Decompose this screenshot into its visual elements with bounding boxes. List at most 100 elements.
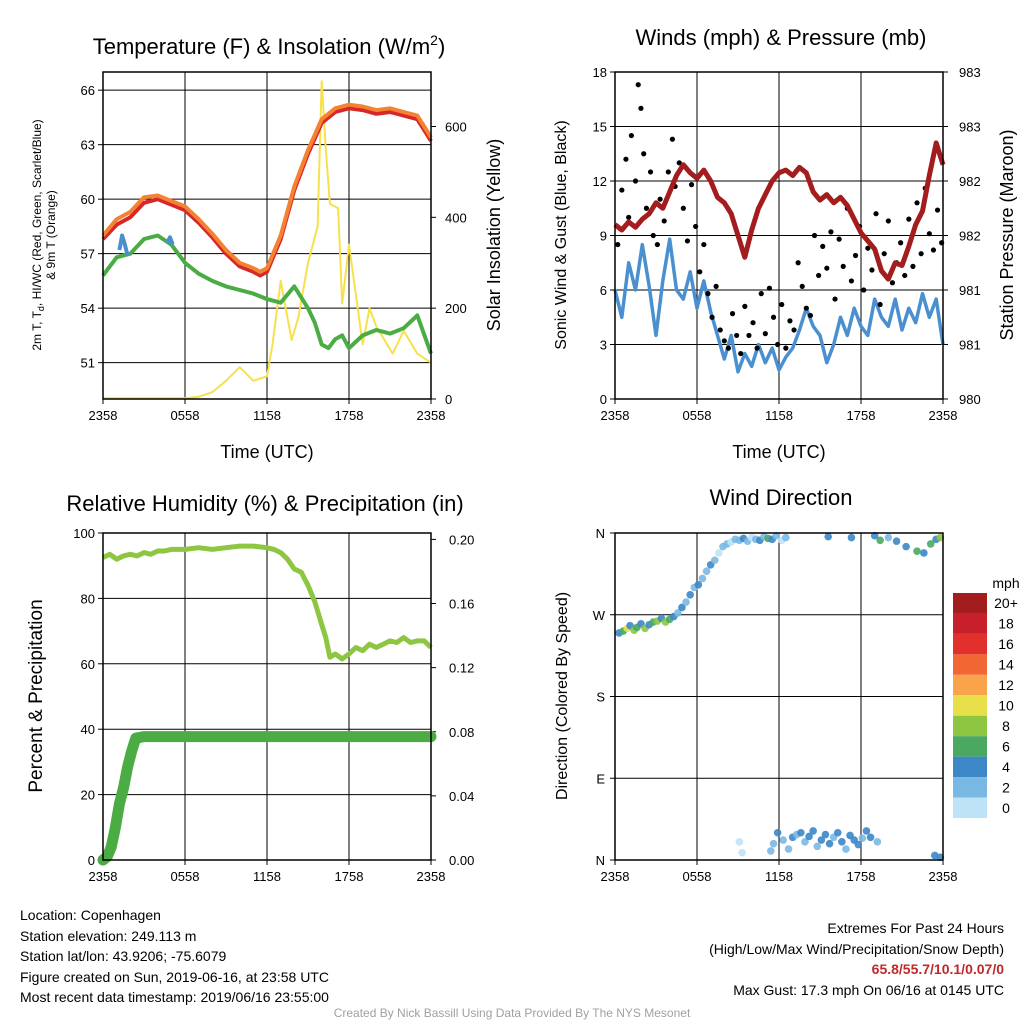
gust-point xyxy=(766,285,773,291)
humidity-panel: Relative Humidity (%) & Precipitation (i… xyxy=(26,491,474,884)
x-tick-label: 1158 xyxy=(253,408,281,423)
x-tick-label: 1758 xyxy=(847,869,876,884)
x-tick-label: 2358 xyxy=(601,408,630,423)
direction-point xyxy=(767,847,775,855)
direction-point xyxy=(866,833,875,842)
legend-label: 20+ xyxy=(994,595,1018,611)
gust-point xyxy=(657,196,663,202)
insolation-ylabel: Solar Insolation (Yellow) xyxy=(484,139,504,331)
plot-frame xyxy=(614,71,944,400)
direction-point xyxy=(694,580,703,589)
legend-label: 10 xyxy=(998,698,1014,714)
gust-point xyxy=(820,243,826,249)
y-tick-label: 57 xyxy=(81,247,95,262)
direction-point xyxy=(813,842,822,851)
gust-point xyxy=(902,272,908,279)
gust-point xyxy=(746,332,752,339)
gust-point xyxy=(676,160,682,166)
gust-point xyxy=(721,338,727,344)
y-tick-label: 3 xyxy=(600,338,607,353)
y-tick-label: 100 xyxy=(73,526,95,541)
legend-label: 12 xyxy=(998,677,1014,693)
temperature-series-4 xyxy=(117,233,130,256)
y2-tick-label: 0.08 xyxy=(449,725,474,740)
legend-swatch xyxy=(953,777,987,798)
direction-point xyxy=(824,532,832,541)
y-tick-label: 80 xyxy=(81,591,95,606)
legend-label: 0 xyxy=(1002,800,1010,816)
legend-swatch xyxy=(953,674,987,696)
direction-point xyxy=(682,598,690,606)
gust-point xyxy=(791,327,797,333)
gust-point xyxy=(635,82,641,88)
winds-xlabel: Time (UTC) xyxy=(732,442,825,462)
gust-point xyxy=(816,272,822,279)
gust-point xyxy=(914,200,920,206)
plot-frame xyxy=(102,71,432,400)
gust-point xyxy=(742,303,748,309)
direction-point xyxy=(674,609,682,617)
y-tick-label: 60 xyxy=(81,192,95,207)
recent-timestamp: Most recent data timestamp: 2019/06/16 2… xyxy=(20,989,329,1005)
humidity-ylabel: Percent & Precipitation xyxy=(26,599,47,792)
legend-unit: mph xyxy=(992,575,1019,591)
gust-point xyxy=(811,232,818,239)
x-tick-label: 2358 xyxy=(417,408,446,423)
direction-point xyxy=(738,848,746,857)
gust-point xyxy=(638,105,644,111)
y-tick-label: 54 xyxy=(81,301,95,316)
humidity-title: Relative Humidity (%) & Precipitation (i… xyxy=(66,491,463,516)
x-tick-label: 2358 xyxy=(417,869,446,884)
gust-point xyxy=(898,240,904,246)
gust-point xyxy=(654,241,660,248)
pressure-ylabel: Station Pressure (Maroon) xyxy=(997,129,1017,340)
legend-swatch xyxy=(953,797,987,818)
x-tick-label: 1158 xyxy=(253,869,281,884)
gust-point xyxy=(758,291,764,297)
y2-tick-label: 400 xyxy=(445,210,467,225)
gust-point xyxy=(824,265,830,271)
y2-tick-label: 983 xyxy=(959,65,981,80)
x-tick-label: 1758 xyxy=(335,408,364,423)
pressure-line xyxy=(613,140,946,282)
winds-title: Winds (mph) & Pressure (mb) xyxy=(636,25,927,50)
gust-point xyxy=(910,263,916,269)
gust-point xyxy=(641,151,647,157)
gust-point xyxy=(738,350,744,357)
y2-tick-label: 980 xyxy=(959,392,981,407)
gust-point xyxy=(750,320,756,326)
y2-tick-label: 982 xyxy=(959,229,981,244)
direction-point xyxy=(809,827,817,835)
gust-point xyxy=(701,241,707,248)
gust-point xyxy=(865,245,871,251)
gust-point xyxy=(803,305,809,311)
gust-point xyxy=(623,156,629,162)
station-info: Location: Copenhagen Station elevation: … xyxy=(20,905,329,1008)
gust-point xyxy=(828,229,834,235)
direction-point xyxy=(926,540,935,548)
station-location: Location: Copenhagen xyxy=(20,907,161,923)
direction-point xyxy=(825,839,834,848)
direction-point xyxy=(902,542,910,551)
gust-point xyxy=(873,211,879,217)
direction-point xyxy=(779,836,787,844)
gust-point xyxy=(877,301,883,308)
y2-tick-label: 983 xyxy=(959,120,981,135)
x-tick-label: 1158 xyxy=(765,408,793,423)
figure-created: Figure created on Sun, 2019-06-16, at 23… xyxy=(20,968,329,985)
gust-point xyxy=(795,260,801,266)
y2-tick-label: 982 xyxy=(959,174,981,189)
gust-point xyxy=(684,238,691,244)
gust-point xyxy=(650,232,656,239)
direction-point xyxy=(862,827,871,835)
gust-point xyxy=(705,291,711,297)
legend-label: 8 xyxy=(1002,718,1010,734)
direction-point xyxy=(842,845,850,853)
y-tick-label: 66 xyxy=(81,83,95,98)
legend-label: 16 xyxy=(998,636,1014,652)
gust-point xyxy=(836,236,842,242)
gust-point xyxy=(693,223,699,230)
gust-point xyxy=(848,278,855,284)
direction-point xyxy=(773,828,782,837)
x-tick-label: 1758 xyxy=(847,408,876,423)
